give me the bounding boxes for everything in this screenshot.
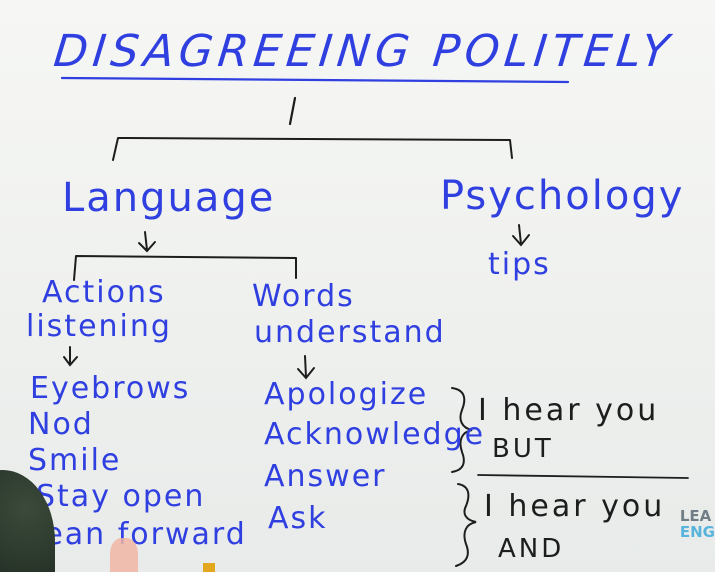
page-title: DISAGREEING POLITELY <box>51 26 677 77</box>
actions-item-4: Stay open <box>36 479 206 514</box>
note-and: AND <box>498 534 565 564</box>
actions-subheading: listening <box>26 309 172 344</box>
words-item-4: Ask <box>268 501 328 536</box>
title-underline <box>60 76 570 84</box>
words-subheading: understand <box>254 315 446 350</box>
words-arrow <box>297 355 315 380</box>
words-heading: Words <box>252 279 355 314</box>
words-item-3: Answer <box>264 459 387 494</box>
words-item-2: Acknowledge <box>264 417 486 452</box>
psychology-arrow <box>512 224 530 247</box>
note-but-label: BUT <box>492 434 554 464</box>
channel-logo: LEA ENG <box>680 508 715 540</box>
top-bracket <box>112 137 513 161</box>
actions-heading: Actions <box>42 275 166 310</box>
progress-marker <box>203 563 215 572</box>
branch-psychology: Psychology <box>440 173 685 219</box>
logo-line-2: ENG <box>679 523 715 541</box>
title-stem <box>288 96 297 126</box>
actions-item-1: Eyebrows <box>30 371 191 406</box>
language-arrow <box>138 231 156 253</box>
branch-language: Language <box>62 175 276 221</box>
divider-line <box>477 474 689 479</box>
presenter-hand <box>110 538 138 572</box>
actions-item-2: Nod <box>28 407 94 442</box>
actions-item-5: lean forward <box>34 517 247 552</box>
words-item-1: Apologize <box>264 377 429 412</box>
logo-line-1: LEA <box>679 507 712 525</box>
actions-arrow <box>63 346 78 367</box>
psychology-tips: tips <box>488 247 551 282</box>
curly-brace-2 <box>455 483 477 567</box>
actions-item-3: Smile <box>28 443 122 478</box>
note-hear-you-1: I hear you <box>478 393 660 428</box>
note-hear-you-2: I hear you <box>484 489 666 524</box>
